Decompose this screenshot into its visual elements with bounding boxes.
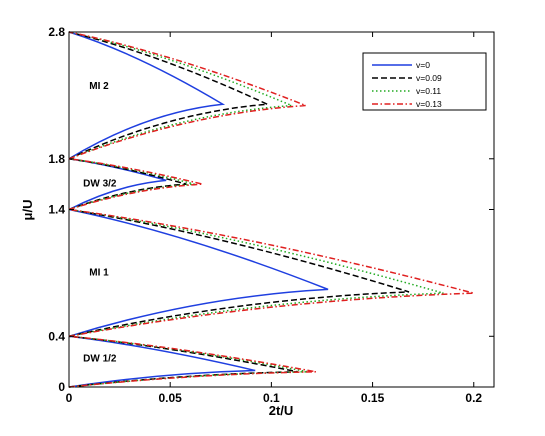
region-label: DW 3/2 — [83, 179, 117, 190]
y-tick-label: 0 — [58, 380, 65, 394]
curve-series-0-lobe-1 — [68, 208, 329, 338]
curve-series-1-lobe-3 — [68, 31, 271, 160]
curve-series-2-lobe-1 — [68, 208, 444, 338]
x-tick-label: 0 — [66, 391, 73, 405]
region-label: MI 2 — [89, 81, 109, 92]
y-tick-label: 2.8 — [48, 25, 65, 39]
x-tick-label: 0.15 — [361, 391, 385, 405]
legend: v=0 v=0.09 v=0.11 v=0.13 — [362, 52, 487, 111]
curve-series-0-lobe-3 — [68, 31, 226, 160]
legend-label: v=0 — [416, 60, 430, 70]
legend-label: v=0.13 — [416, 99, 442, 109]
curve-series-3-lobe-0 — [68, 335, 317, 388]
curve-series-3-lobe-1 — [68, 208, 474, 338]
curve-series-3-lobe-3 — [68, 31, 307, 160]
curve-series-0-lobe-0 — [68, 335, 256, 388]
x-axis-ticks: 0 0.05 0.1 0.15 0.2 — [66, 32, 482, 405]
y-tick-label: 1.4 — [48, 203, 65, 217]
y-tick-label: 1.8 — [48, 152, 65, 166]
curve-series-1-lobe-1 — [68, 208, 410, 338]
legend-label: v=0.09 — [416, 73, 442, 83]
y-axis-ticks: 0 0.4 1.4 1.8 2.8 — [48, 25, 494, 394]
curve-series-2-lobe-3 — [68, 31, 292, 160]
x-tick-label: 0.2 — [465, 391, 482, 405]
x-tick-label: 0.1 — [263, 391, 280, 405]
legend-label: v=0.11 — [416, 86, 441, 96]
series-curves — [68, 31, 474, 388]
region-label: DW 1/2 — [83, 354, 117, 365]
region-labels: MI 2 DW 3/2 MI 1 DW 1/2 — [83, 81, 117, 365]
curve-series-3-lobe-2 — [68, 158, 203, 211]
region-label: MI 1 — [89, 267, 109, 278]
legend-box — [362, 52, 487, 111]
x-tick-label: 0.05 — [159, 391, 183, 405]
x-axis-label: 2t/U — [269, 403, 294, 418]
y-tick-label: 0.4 — [48, 329, 65, 343]
y-axis-label: μ/U — [20, 200, 35, 221]
